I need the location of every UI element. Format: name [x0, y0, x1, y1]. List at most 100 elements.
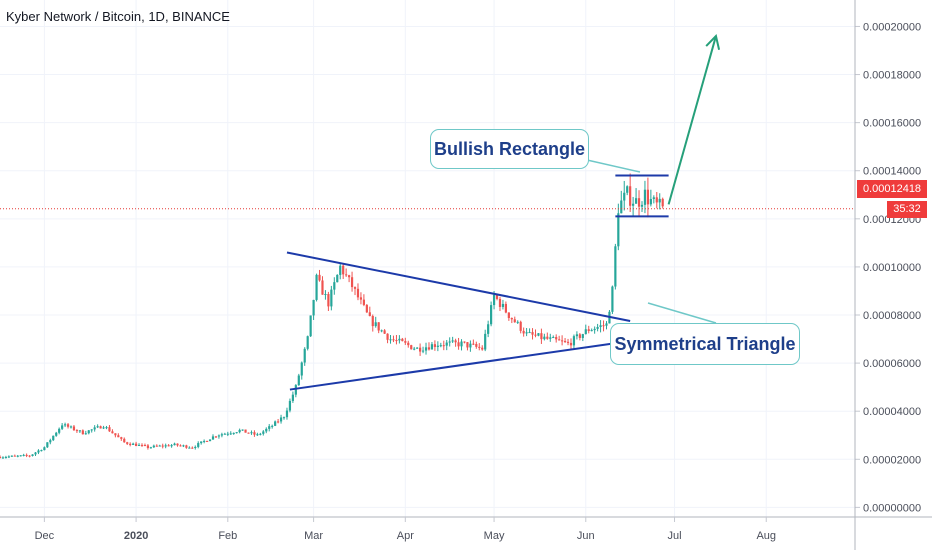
candle-body — [241, 429, 244, 431]
candle-body — [274, 421, 277, 426]
candle-body — [637, 198, 641, 207]
candle-body — [454, 340, 457, 343]
chart-title: Kyber Network / Bitcoin, 1D, BINANCE — [6, 9, 230, 24]
candle-body — [282, 417, 286, 419]
y-tick-label: 0.00000000 — [863, 502, 921, 514]
candle-body — [596, 326, 599, 329]
candle-body — [421, 350, 425, 352]
candle-body — [182, 445, 185, 447]
candle-body — [1, 457, 5, 459]
candle-body — [634, 198, 638, 204]
chart-drawings — [286, 34, 721, 391]
triangle-lower-trendline — [289, 340, 628, 391]
candle-body — [336, 274, 339, 283]
candle-body — [279, 417, 283, 422]
candle-body — [197, 443, 200, 447]
candle-body — [58, 428, 61, 433]
candle-body — [179, 445, 182, 447]
candle-body — [481, 347, 484, 350]
candle-body — [522, 330, 525, 334]
symmetrical-triangle-callout[interactable]: Symmetrical Triangle — [610, 323, 800, 365]
candle-body — [578, 334, 581, 338]
candle-body — [291, 394, 294, 401]
candle-body — [285, 410, 289, 418]
bullish-rectangle-callout[interactable]: Bullish Rectangle — [430, 129, 589, 169]
candle-body — [487, 324, 490, 334]
candle-body — [164, 445, 167, 447]
candle-body — [324, 294, 327, 296]
candle-body — [123, 438, 126, 443]
candle-body — [448, 341, 451, 343]
candle-body — [81, 430, 84, 435]
candle-body — [327, 294, 330, 307]
candle-body — [297, 375, 300, 386]
candle-body — [528, 332, 531, 334]
candle-body — [389, 339, 392, 341]
grid-lines — [0, 0, 855, 517]
candle-body — [430, 344, 434, 350]
candle-body — [333, 282, 336, 290]
triangle-callout-leader — [647, 302, 717, 324]
candle-body — [350, 277, 354, 288]
candle-body — [584, 329, 587, 335]
x-tick-label: Jul — [668, 530, 682, 542]
candle-body — [132, 443, 135, 445]
candle-body — [563, 340, 567, 342]
candle-body — [188, 447, 191, 449]
candle-body — [271, 425, 274, 427]
candle-body — [99, 426, 102, 429]
candle-body — [540, 333, 543, 340]
candle-body — [424, 347, 428, 351]
candle-body — [549, 337, 552, 339]
candle-body — [371, 316, 374, 327]
candle-body — [69, 426, 73, 428]
candle-body — [605, 323, 608, 326]
candle-body — [120, 437, 123, 439]
price-axis[interactable]: 0.00000000 0.00002000 0.00004000 0.00006000… — [854, 0, 921, 550]
candle-body — [238, 429, 241, 433]
candle-body — [155, 445, 158, 447]
x-tick-label: Apr — [397, 530, 414, 542]
candle-body — [490, 305, 493, 325]
candle-body — [620, 200, 623, 214]
candle-body — [504, 303, 507, 313]
candle-body — [365, 304, 368, 313]
candle-body — [472, 343, 475, 345]
candle-body — [614, 246, 617, 287]
candle-body — [410, 345, 413, 350]
candle-body — [259, 433, 262, 435]
candle-body — [513, 319, 516, 323]
candle-body — [111, 431, 114, 434]
candle-body — [398, 338, 401, 341]
candle-body — [265, 428, 268, 432]
candle-body — [306, 336, 309, 349]
candle-body — [353, 287, 357, 289]
candle-body — [587, 329, 590, 331]
candle-body — [217, 435, 221, 437]
candle-body — [250, 432, 253, 434]
candle-body — [19, 455, 22, 457]
y-tick-label: 0.00016000 — [863, 118, 921, 130]
candle-body — [561, 340, 564, 342]
candle-body — [652, 197, 655, 200]
candle-body — [232, 432, 235, 434]
candle-body — [510, 317, 513, 320]
y-tick-label: 0.00006000 — [863, 358, 921, 370]
candle-body — [569, 342, 573, 346]
candle-body — [572, 336, 576, 346]
candle-body — [7, 456, 10, 458]
candle-body — [439, 345, 442, 347]
x-tick-label: Aug — [756, 530, 776, 542]
candle-body — [445, 342, 448, 346]
candle-body — [220, 434, 223, 436]
candle-body — [194, 446, 197, 448]
candle-body — [590, 330, 593, 332]
time-axis[interactable]: Dec 2020 Feb Mar Apr May Jun Jul Aug — [0, 516, 932, 542]
candle-body — [534, 334, 537, 336]
y-tick-label: 0.00004000 — [863, 406, 921, 418]
candle-body — [25, 454, 28, 456]
x-tick-label: 2020 — [124, 530, 148, 542]
candle-body — [229, 433, 232, 435]
candle-body — [386, 333, 389, 340]
